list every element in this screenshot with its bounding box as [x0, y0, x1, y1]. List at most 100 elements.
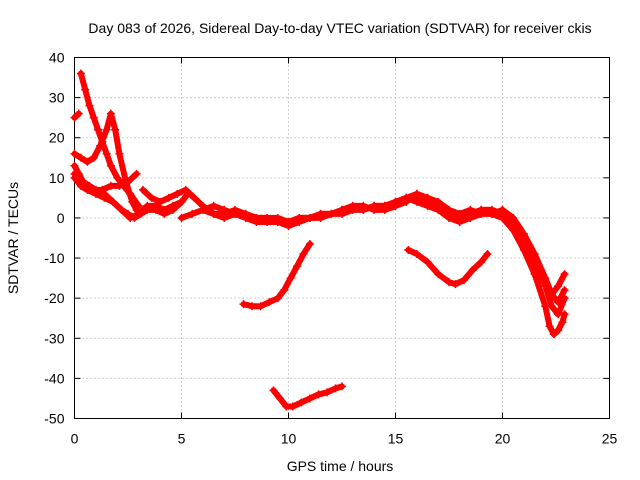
data-point	[483, 250, 492, 259]
y-tick-label: -40	[44, 370, 64, 386]
data-point	[164, 193, 173, 202]
data-point	[451, 280, 460, 289]
data-point	[76, 153, 85, 162]
data-point	[554, 298, 563, 307]
data-point	[177, 197, 186, 206]
data-point	[100, 193, 109, 202]
data-point	[314, 390, 323, 399]
data-point	[423, 258, 432, 267]
data-point	[445, 209, 453, 218]
data-point	[412, 250, 421, 259]
data-point	[124, 177, 132, 186]
data-point	[209, 201, 218, 210]
y-tick-label: 10	[49, 170, 65, 186]
x-axis-title: GPS time / hours	[287, 458, 394, 474]
data-point	[177, 213, 186, 222]
data-point	[98, 185, 107, 194]
data-point	[391, 197, 400, 206]
x-tick-label: 15	[388, 431, 404, 447]
data-point	[106, 109, 115, 118]
data-point	[239, 300, 248, 309]
data-point	[338, 205, 346, 214]
data-point	[113, 173, 122, 182]
data-point	[509, 213, 518, 222]
data-point	[558, 318, 567, 327]
data-point	[477, 205, 486, 214]
data-point	[423, 193, 432, 202]
data-point	[434, 270, 443, 279]
data-point	[89, 113, 98, 122]
data-point	[509, 225, 518, 234]
series-s13	[498, 205, 569, 307]
axis-ticks: 0 5 10 15 20 25 -50 -40 -30 -20 -10 0 10 20 30 40	[44, 50, 617, 447]
data-point	[134, 209, 143, 218]
data-point	[519, 229, 528, 238]
data-point	[560, 310, 569, 319]
data-point	[498, 213, 507, 222]
data-point	[477, 258, 486, 267]
data-point	[198, 205, 207, 214]
data-point	[275, 394, 284, 403]
data-point	[560, 286, 569, 295]
y-tick-label: 30	[49, 90, 65, 106]
series-line	[270, 383, 345, 410]
data-point	[83, 185, 92, 194]
data-point	[327, 209, 336, 218]
data-point	[181, 185, 190, 194]
data-point	[305, 394, 314, 403]
data-point	[468, 266, 477, 275]
data-point	[549, 330, 558, 339]
data-point	[305, 213, 314, 222]
data-point	[331, 384, 340, 393]
data-point	[85, 101, 94, 110]
y-tick-label: 40	[49, 50, 65, 66]
y-axis-title: SDTVAR / TECUs	[5, 182, 21, 294]
data-point	[487, 209, 496, 218]
data-point	[96, 141, 105, 150]
data-point	[220, 213, 229, 222]
data-point	[412, 197, 421, 206]
series-s12	[487, 209, 569, 339]
data-point	[256, 302, 265, 311]
plot-frame	[74, 57, 610, 419]
data-point	[265, 298, 274, 307]
data-point	[109, 197, 118, 206]
data-point	[404, 246, 413, 255]
y-tick-label: -20	[44, 290, 64, 306]
data-point	[70, 161, 79, 170]
data-point	[231, 209, 239, 218]
data-point	[106, 161, 115, 170]
data-point	[81, 85, 90, 94]
y-tick-label: 0	[57, 210, 65, 226]
grid-lines	[74, 57, 610, 419]
data-point	[160, 205, 169, 214]
series-s15	[404, 246, 492, 289]
y-tick-label: -10	[44, 250, 64, 266]
data-point	[188, 209, 197, 218]
data-point	[115, 149, 124, 158]
y-tick-label: 20	[49, 130, 65, 146]
data-point	[220, 205, 229, 214]
y-tick-label: -50	[44, 411, 64, 427]
series-line	[405, 247, 491, 288]
data-point	[316, 209, 325, 218]
data-point	[348, 201, 357, 210]
data-point	[338, 382, 346, 391]
data-point	[70, 173, 79, 182]
data-point	[117, 205, 126, 214]
data-point	[76, 69, 85, 78]
chart-title: Day 083 of 2026, Sidereal Day-to-day VTE…	[88, 20, 591, 36]
data-point	[273, 213, 282, 222]
data-point	[269, 386, 278, 395]
data-point	[156, 197, 165, 206]
data-point	[102, 125, 111, 134]
data-point	[209, 209, 218, 218]
data-point	[445, 278, 453, 287]
data-point	[541, 274, 550, 283]
data-point	[286, 274, 295, 283]
data-point	[293, 262, 302, 271]
data-point	[380, 201, 389, 210]
x-tick-label: 25	[602, 431, 618, 447]
series-s6	[70, 173, 186, 222]
